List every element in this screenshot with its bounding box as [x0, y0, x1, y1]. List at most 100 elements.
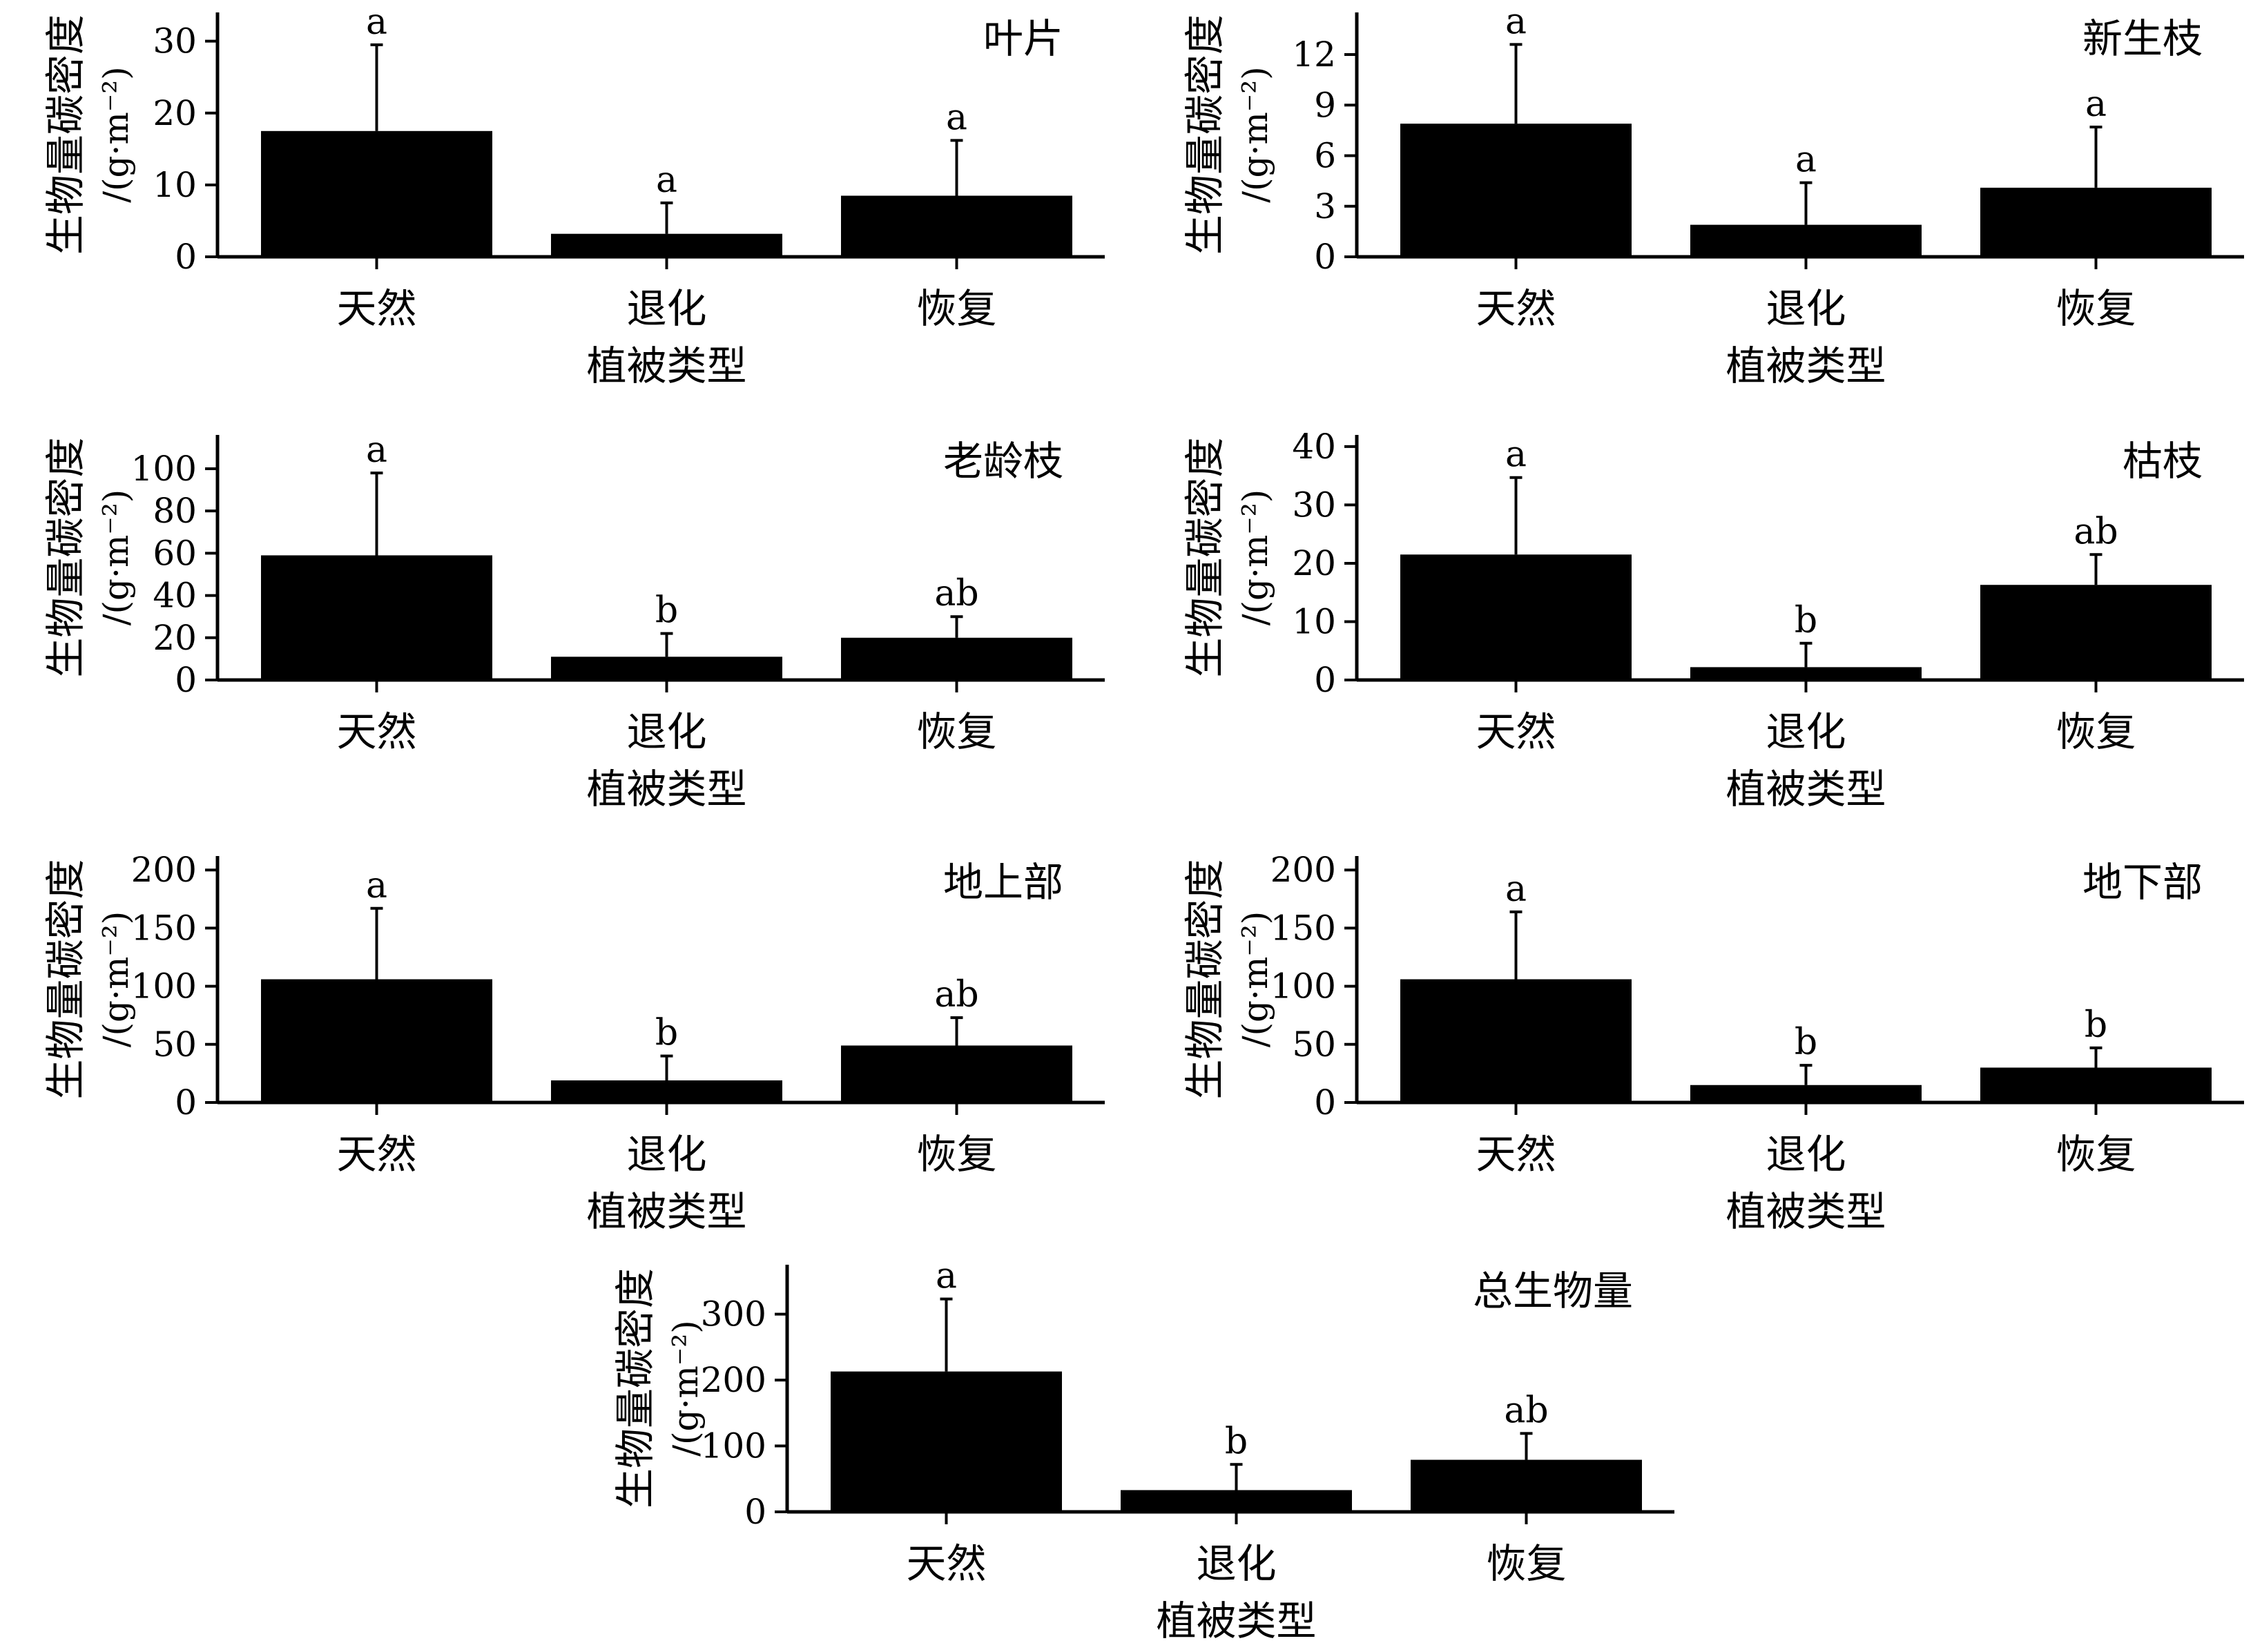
- x-axis-title: 植被类型: [586, 1188, 746, 1235]
- y-tick-label: 50: [1292, 1024, 1336, 1065]
- y-tick-label: 200: [131, 850, 197, 890]
- bar: [1400, 554, 1632, 680]
- bar: [551, 233, 782, 257]
- y-tick-label: 20: [153, 93, 197, 133]
- x-axis-title: 植被类型: [586, 342, 746, 389]
- bar: [841, 195, 1072, 257]
- y-tick-label: 10: [153, 165, 197, 205]
- bar: [1980, 187, 2212, 257]
- x-tick-label: 恢复: [1486, 1540, 1566, 1587]
- significance-letter: a: [366, 1, 387, 43]
- y-tick-label: 0: [175, 660, 197, 700]
- y-axis-unit: /(g·m⁻²): [96, 66, 136, 203]
- x-tick-label: 退化: [1196, 1540, 1276, 1587]
- x-tick-label: 天然: [1476, 1131, 1556, 1178]
- x-tick-label: 退化: [1766, 1131, 1846, 1178]
- y-tick-label: 300: [701, 1294, 766, 1334]
- y-tick-label: 12: [1292, 35, 1336, 75]
- panel-title: 总生物量: [1473, 1267, 1633, 1314]
- x-tick-label: 恢复: [2056, 1131, 2136, 1178]
- significance-letter: a: [2085, 84, 2107, 125]
- bar: [1121, 1490, 1352, 1512]
- x-tick-label: 天然: [1476, 708, 1556, 755]
- y-tick-label: 0: [1314, 237, 1336, 277]
- x-tick-label: 退化: [1766, 708, 1846, 755]
- significance-letter: a: [936, 1256, 957, 1297]
- bar: [841, 1045, 1072, 1102]
- y-axis-title: 生物量碳密度: [42, 437, 89, 677]
- bar: [1400, 979, 1632, 1102]
- y-tick-label: 200: [701, 1360, 766, 1400]
- y-tick-label: 20: [1292, 543, 1336, 583]
- y-tick-label: 100: [131, 449, 197, 489]
- bar: [1980, 585, 2212, 680]
- x-tick-label: 恢复: [2056, 285, 2136, 332]
- significance-letter: a: [1505, 1, 1527, 42]
- y-axis-title: 生物量碳密度: [1181, 859, 1228, 1099]
- y-tick-label: 60: [153, 533, 197, 573]
- y-axis-unit: /(g·m⁻²): [96, 911, 136, 1048]
- significance-letter: ab: [934, 974, 978, 1016]
- y-axis-unit: /(g·m⁻²): [666, 1320, 706, 1457]
- x-axis-title: 植被类型: [1156, 1597, 1316, 1644]
- y-tick-label: 0: [744, 1492, 766, 1532]
- bar: [841, 637, 1072, 680]
- panel-title: 地上部: [943, 859, 1063, 906]
- significance-letter: ab: [2074, 511, 2118, 552]
- y-tick-label: 0: [1314, 660, 1336, 700]
- y-tick-label: 3: [1314, 186, 1336, 226]
- y-tick-label: 9: [1314, 85, 1336, 125]
- significance-letter: a: [366, 429, 387, 471]
- y-tick-label: 100: [131, 966, 197, 1007]
- bar: [1690, 667, 1922, 680]
- x-tick-label: 恢复: [916, 708, 996, 755]
- x-tick-label: 恢复: [2056, 708, 2136, 755]
- x-tick-label: 退化: [626, 1131, 706, 1178]
- y-tick-label: 40: [1292, 427, 1336, 467]
- y-axis-unit: /(g·m⁻²): [96, 489, 136, 626]
- y-tick-label: 50: [153, 1024, 197, 1065]
- significance-letter: a: [946, 97, 967, 138]
- y-tick-label: 150: [131, 908, 197, 948]
- bar: [261, 979, 492, 1102]
- bar: [551, 1080, 782, 1102]
- y-tick-label: 40: [153, 576, 197, 616]
- x-axis-title: 植被类型: [586, 766, 746, 813]
- y-tick-label: 0: [1314, 1082, 1336, 1123]
- y-axis-title: 生物量碳密度: [42, 859, 89, 1099]
- x-tick-label: 天然: [1476, 285, 1556, 332]
- y-tick-label: 0: [175, 237, 197, 277]
- bar: [551, 657, 782, 680]
- x-tick-label: 天然: [336, 1131, 416, 1178]
- bar: [1690, 1085, 1922, 1102]
- y-axis-unit: /(g·m⁻²): [1235, 911, 1275, 1048]
- significance-letter: b: [1795, 1022, 1817, 1063]
- panel-title: 叶片: [983, 15, 1063, 62]
- significance-letter: ab: [934, 573, 978, 614]
- y-tick-label: 30: [153, 21, 197, 61]
- x-axis-title: 植被类型: [1726, 342, 1886, 389]
- y-axis-title: 生物量碳密度: [1181, 437, 1228, 677]
- bar: [261, 555, 492, 680]
- x-axis-title: 植被类型: [1726, 766, 1886, 813]
- panel-title: 地下部: [2082, 859, 2203, 906]
- significance-letter: b: [2085, 1004, 2107, 1046]
- x-tick-label: 退化: [626, 285, 706, 332]
- y-tick-label: 0: [175, 1082, 197, 1123]
- bar: [1400, 124, 1632, 257]
- bar: [1411, 1459, 1642, 1512]
- significance-letter: a: [1795, 139, 1817, 181]
- significance-letter: a: [656, 159, 677, 201]
- y-axis-title: 生物量碳密度: [42, 14, 89, 255]
- significance-letter: a: [366, 865, 387, 906]
- y-tick-label: 30: [1292, 485, 1336, 525]
- y-tick-label: 20: [153, 618, 197, 658]
- y-tick-label: 150: [1270, 908, 1336, 948]
- significance-letter: b: [1795, 600, 1817, 641]
